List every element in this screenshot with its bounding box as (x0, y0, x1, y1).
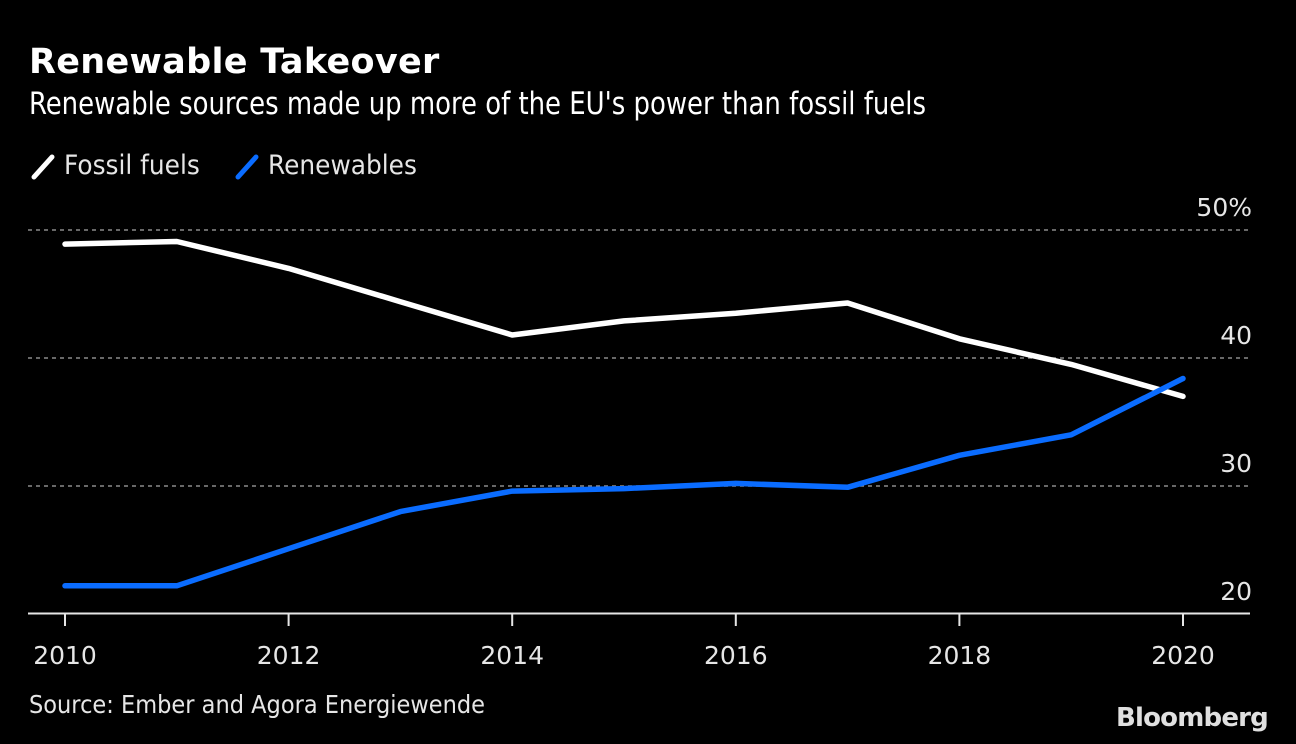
bloomberg-logo: Bloomberg (1115, 703, 1269, 733)
legend: Fossil fuels Renewables (30, 150, 451, 181)
x-tick-label: 2016 (704, 641, 768, 670)
legend-item-renewables: Renewables (234, 150, 430, 181)
y-tick-label: 40 (1220, 321, 1252, 350)
x-tick-label: 2018 (928, 641, 992, 670)
source-note: Source: Ember and Agora Energiewende (29, 690, 485, 719)
chart-title: Renewable Takeover (29, 42, 440, 82)
series-line-renewables (62, 375, 1186, 589)
legend-label-renewables: Renewables (267, 150, 417, 181)
x-tick-label: 2020 (1151, 641, 1215, 670)
series-layer (62, 238, 1186, 589)
grid-layer (28, 229, 1250, 487)
legend-swatch-renewables-icon (235, 154, 259, 179)
y-axis: 20 30 40 50% (1196, 193, 1252, 606)
y-tick-label: 50% (1196, 193, 1252, 222)
x-tick-label: 2012 (257, 641, 321, 670)
y-tick-label: 30 (1220, 449, 1252, 478)
legend-swatch-fossil-fuels-icon (31, 154, 55, 179)
x-tick-label: 2014 (480, 641, 544, 670)
series-line-fossil-fuels (62, 238, 1186, 400)
legend-item-fossil-fuels: Fossil fuels (30, 150, 212, 181)
chart-subtitle: Renewable sources made up more of the EU… (29, 86, 926, 122)
legend-label-fossil-fuels: Fossil fuels (64, 150, 200, 181)
x-tick-label: 2010 (33, 641, 97, 670)
y-tick-label: 20 (1220, 577, 1252, 606)
x-axis: 2010 2012 2014 2016 2018 2020 (28, 612, 1250, 670)
